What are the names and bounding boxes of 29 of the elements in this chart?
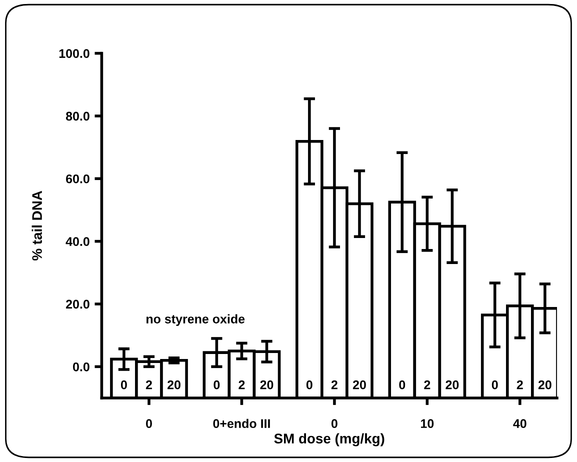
x-tick-label: 0 xyxy=(399,380,406,390)
x-tick-label: 20 xyxy=(352,380,366,390)
text: 0+endo III xyxy=(213,418,270,428)
y-tick-label: 0.0 xyxy=(73,362,90,372)
x-tick-label: 20 xyxy=(538,380,552,390)
x-tick-label: 2 xyxy=(516,380,523,390)
x-tick-label: 0 xyxy=(492,380,498,390)
x-tick-label: 0 xyxy=(306,380,312,390)
x-tick-label: 0 xyxy=(214,380,220,390)
x-tick-label: 2 xyxy=(146,380,152,390)
x-tick-label: 2 xyxy=(424,380,430,390)
annotation: no styrene oxide xyxy=(146,314,245,326)
x-tick-label: 0 xyxy=(120,380,127,390)
x-tick-label: 2 xyxy=(238,380,245,390)
y-axis-title: % tail DNA xyxy=(32,190,42,260)
y-tick-label: 100.0 xyxy=(59,49,90,58)
y-tick-label: 40.0 xyxy=(66,237,90,246)
text: 0 xyxy=(146,419,152,428)
x-axis-title: SM dose (mg/kg) xyxy=(274,433,384,446)
x-tick-label: 20 xyxy=(446,380,459,390)
y-tick-label: 80.0 xyxy=(66,112,90,121)
y-tick-label: 60.0 xyxy=(66,174,90,184)
x-tick-label: 20 xyxy=(168,380,180,390)
text: 40 xyxy=(513,419,526,428)
text: 0 xyxy=(331,419,338,428)
x-tick-label: 20 xyxy=(260,380,274,390)
x-tick-label: 2 xyxy=(331,380,338,390)
y-tick-label: 20.0 xyxy=(66,300,90,309)
text: 10 xyxy=(421,419,434,428)
